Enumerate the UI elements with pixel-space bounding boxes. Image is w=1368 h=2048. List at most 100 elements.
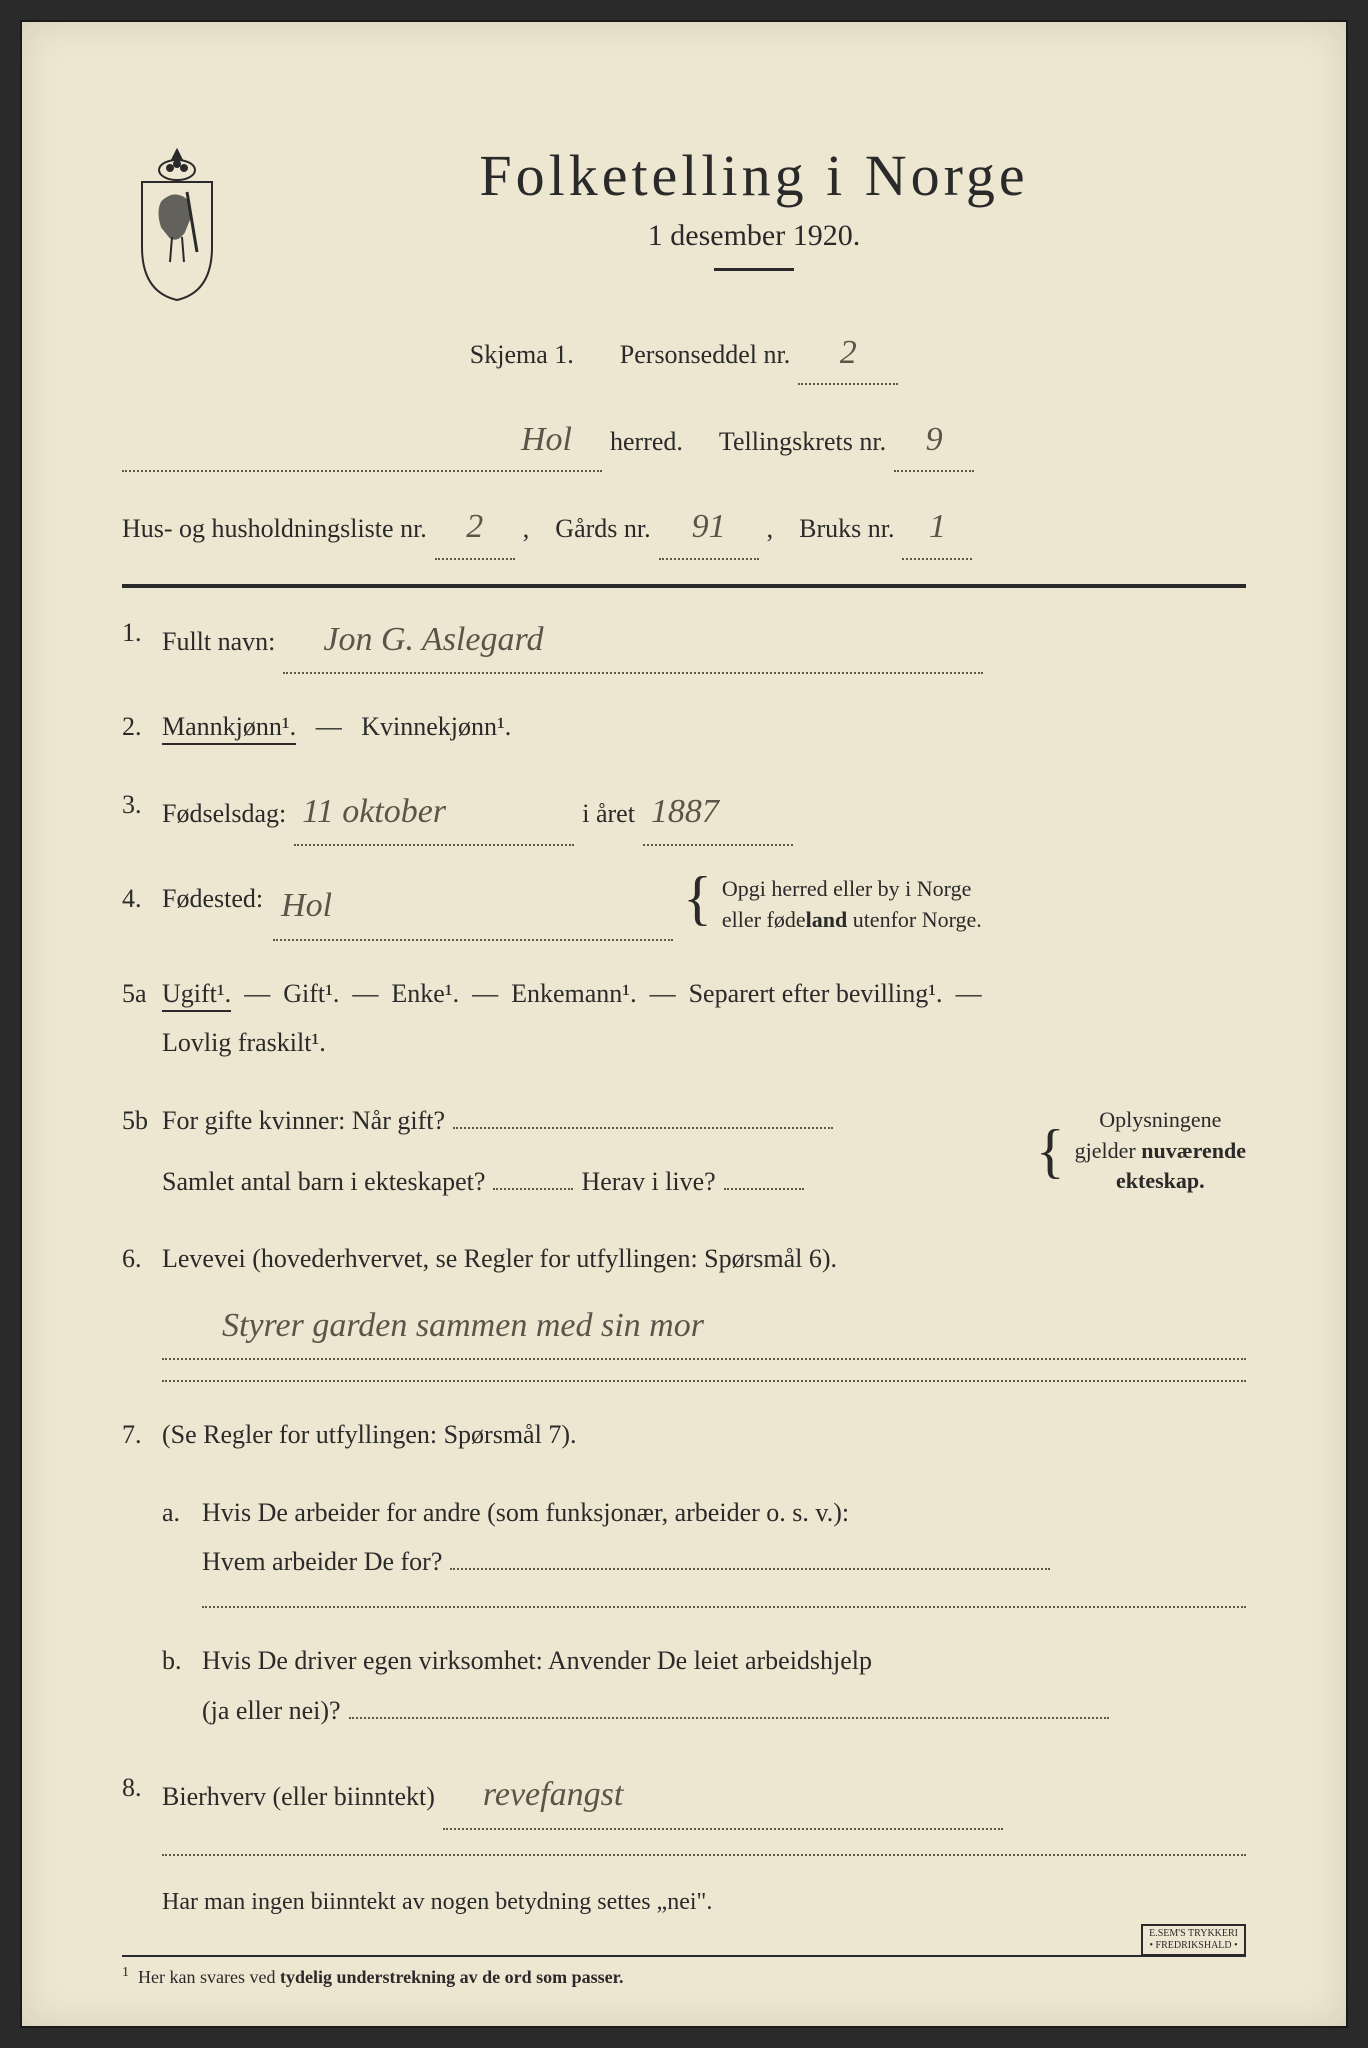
q4-note-line2: eller fødeland utenfor Norge. xyxy=(722,907,982,932)
q3-year: 1887 xyxy=(643,780,793,847)
q5a-enke: Enke¹. xyxy=(391,979,459,1008)
q4-value: Hol xyxy=(273,874,673,941)
q5b-label2: Samlet antal barn i ekteskapet? xyxy=(162,1157,485,1206)
question-8: 8. Bierhverv (eller biinntekt) revefangs… xyxy=(122,1763,1246,1925)
question-3: 3. Fødselsdag: 11 oktober i året 1887 xyxy=(122,780,1246,847)
husholdning-label: Hus- og husholdningsliste nr. xyxy=(122,506,427,553)
q4-note-line1: Opgi herred eller by i Norge xyxy=(722,876,971,901)
q5b-note1: Oplysningene xyxy=(1099,1107,1221,1132)
tellingskrets-nr: 9 xyxy=(894,409,974,472)
q8-value: revefangst xyxy=(443,1763,1003,1830)
q5b-fill3 xyxy=(724,1188,804,1190)
question-2: 2. Mannkjønn¹. — Kvinnekjønn¹. xyxy=(122,702,1246,751)
q2-num: 2. xyxy=(122,702,142,751)
q5b-label3: Herav i live? xyxy=(581,1157,715,1206)
q7a-text1: Hvis De arbeider for andre (som funksjon… xyxy=(202,1498,849,1527)
question-1: 1. Fullt navn: Jon G. Aslegard xyxy=(122,608,1246,675)
q8-label: Bierhverv (eller biinntekt) xyxy=(162,1772,435,1821)
q2-dash: — xyxy=(316,712,342,741)
question-7a: a. Hvis De arbeider for andre (som funks… xyxy=(122,1488,1246,1609)
q1-value: Jon G. Aslegard xyxy=(283,608,983,675)
question-5b: 5b For gifte kvinner: Når gift? Samlet a… xyxy=(122,1096,1246,1207)
brace-icon: { xyxy=(1036,1127,1065,1175)
bruks-label: Bruks nr. xyxy=(799,506,894,553)
skjema-row: Skjema 1. Personseddel nr. 2 xyxy=(122,322,1246,385)
q5b-note2: gjelder nuværende xyxy=(1075,1138,1246,1163)
q7b-letter: b. xyxy=(162,1636,182,1685)
q5a-num: 5a xyxy=(122,969,147,1018)
q4-note: Opgi herred eller by i Norge eller fødel… xyxy=(722,874,982,936)
q6-num: 6. xyxy=(122,1234,142,1283)
main-title: Folketelling i Norge xyxy=(262,142,1246,209)
q7a-letter: a. xyxy=(162,1488,180,1537)
q3-year-label: i året xyxy=(582,789,635,838)
q7a-text2: Hvem arbeider De for? xyxy=(202,1537,442,1586)
question-5a: 5a Ugift¹. — Gift¹. — Enke¹. — Enkemann¹… xyxy=(122,969,1246,1068)
q7a-fill xyxy=(450,1568,1050,1570)
q7b-fill xyxy=(349,1717,1109,1719)
q7b-text2: (ja eller nei)? xyxy=(202,1686,341,1735)
q5a-gift: Gift¹. xyxy=(283,979,339,1008)
bruks-nr: 1 xyxy=(902,496,972,559)
q3-label: Fødselsdag: xyxy=(162,789,286,838)
personseddel-label: Personseddel nr. xyxy=(620,332,790,379)
q6-fill2 xyxy=(162,1380,1246,1382)
printer-mark: E.SEM'S TRYKKERI • FREDRIKSHALD • xyxy=(1141,1924,1246,1956)
q5a-separert: Separert efter bevilling¹. xyxy=(689,979,943,1008)
husholdning-nr: 2 xyxy=(435,496,515,559)
gards-label: Gårds nr. xyxy=(555,506,650,553)
question-6: 6. Levevei (hovederhvervet, se Regler fo… xyxy=(122,1234,1246,1382)
q5b-fill2 xyxy=(493,1188,573,1190)
herred-label: herred. xyxy=(610,419,683,466)
q8-num: 8. xyxy=(122,1763,142,1812)
question-7b: b. Hvis De driver egen virksomhet: Anven… xyxy=(122,1636,1246,1735)
question-7: 7. (Se Regler for utfyllingen: Spørsmål … xyxy=(122,1410,1246,1459)
q5b-note3: ekteskap. xyxy=(1116,1168,1205,1193)
q7b-text1: Hvis De driver egen virksomhet: Anvender… xyxy=(202,1646,872,1675)
q8-note: Har man ingen biinntekt av nogen betydni… xyxy=(162,1880,1246,1926)
printer-line2: • FREDRIKSHALD • xyxy=(1150,1940,1238,1951)
subtitle: 1 desember 1920. xyxy=(262,219,1246,253)
q5b-note: Oplysningene gjelder nuværende ekteskap. xyxy=(1075,1105,1246,1197)
title-block: Folketelling i Norge 1 desember 1920. xyxy=(262,142,1246,301)
tellingskrets-label: Tellingskrets nr. xyxy=(719,419,886,466)
q4-num: 4. xyxy=(122,874,142,923)
q3-day: 11 oktober xyxy=(294,780,574,847)
question-4: 4. Fødested: Hol { Opgi herred eller by … xyxy=(122,874,1246,941)
printer-line1: E.SEM'S TRYKKERI xyxy=(1149,1928,1238,1939)
q6-label: Levevei (hovederhvervet, se Regler for u… xyxy=(162,1244,837,1273)
section-divider xyxy=(122,584,1246,588)
q4-label: Fødested: xyxy=(162,874,263,923)
husholdning-row: Hus- og husholdningsliste nr. 2 , Gårds … xyxy=(122,496,1246,559)
skjema-label: Skjema 1. xyxy=(470,332,574,379)
header: Folketelling i Norge 1 desember 1920. xyxy=(122,142,1246,302)
q2-kvinne: Kvinnekjønn¹. xyxy=(361,712,511,741)
q5b-left: For gifte kvinner: Når gift? Samlet anta… xyxy=(162,1096,1026,1207)
footnote-text: Her kan svares ved tydelig understreknin… xyxy=(138,1967,624,1987)
q1-num: 1. xyxy=(122,608,142,657)
footnote-marker: 1 xyxy=(122,1965,129,1980)
q5b-label1: For gifte kvinner: Når gift? xyxy=(162,1096,445,1145)
q5a-fraskilt: Lovlig fraskilt¹. xyxy=(162,1028,326,1057)
q5a-ugift: Ugift¹. xyxy=(162,979,231,1012)
q2-mann: Mannkjønn¹. xyxy=(162,712,296,745)
gards-nr: 91 xyxy=(659,496,759,559)
q5b-num: 5b xyxy=(122,1096,148,1145)
q5a-enkemann: Enkemann¹. xyxy=(511,979,636,1008)
census-form-page: Folketelling i Norge 1 desember 1920. Sk… xyxy=(20,20,1348,2028)
footnote: 1 Her kan svares ved tydelig understrekn… xyxy=(122,1955,1246,1988)
q8-fill2 xyxy=(162,1854,1246,1856)
title-divider xyxy=(714,268,794,271)
q6-value: Styrer garden sammen med sin mor xyxy=(162,1294,1246,1361)
herred-value: Hol xyxy=(122,409,602,472)
q1-label: Fullt navn: xyxy=(162,617,275,666)
coat-of-arms-icon xyxy=(122,142,232,302)
q7a-fill2 xyxy=(202,1606,1246,1608)
brace-icon: { xyxy=(683,874,712,922)
herred-row: Hol herred. Tellingskrets nr. 9 xyxy=(122,409,1246,472)
q7-label: (Se Regler for utfyllingen: Spørsmål 7). xyxy=(162,1420,576,1449)
q7-num: 7. xyxy=(122,1410,142,1459)
q3-num: 3. xyxy=(122,780,142,829)
personseddel-nr: 2 xyxy=(798,322,898,385)
q5b-fill1 xyxy=(453,1127,833,1129)
